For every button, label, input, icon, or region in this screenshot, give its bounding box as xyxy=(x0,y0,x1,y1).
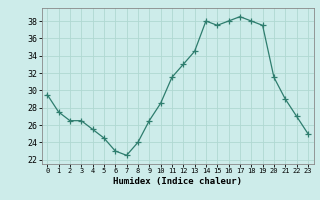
X-axis label: Humidex (Indice chaleur): Humidex (Indice chaleur) xyxy=(113,177,242,186)
